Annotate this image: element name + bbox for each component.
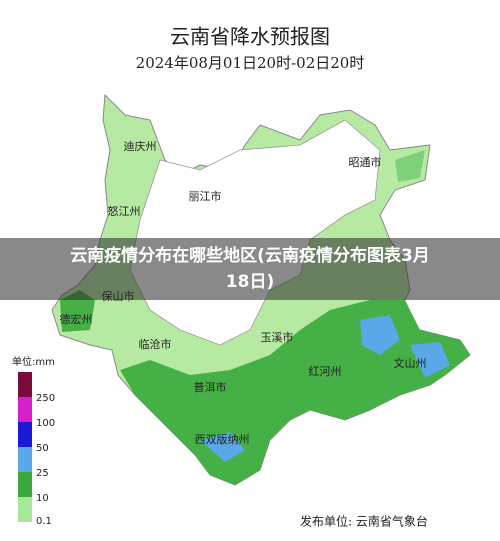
place-label: 丽江市 [189,189,222,203]
place-label: 文山州 [394,356,427,370]
legend-swatch [18,472,32,497]
place-label: 西双版纳州 [195,432,250,446]
legend-swatch [18,497,32,522]
rain-area [395,150,425,182]
overlay-caption: 云南疫情分布在哪些地区(云南疫情分布图表3月18日) [70,246,430,292]
place-label: 临沧市 [139,337,172,351]
legend-level: 10 [36,493,49,504]
place-label: 昭通市 [349,155,382,169]
rain-area [60,290,95,332]
legend-unit: 单位:mm [12,355,55,368]
heavy-rain [410,342,450,378]
legend-level: 100 [36,418,55,429]
place-label: 迪庆州 [124,139,157,153]
legend-level: 50 [36,443,49,454]
place-label: 红河州 [309,365,342,378]
place-label: 怒江州 [108,204,141,218]
legend-swatch [18,397,32,422]
place-label: 普洱市 [194,380,227,394]
subtitle: 2024年08月01日20时-02日20时 [136,54,365,72]
heavy-rain [200,432,245,462]
place-label: 玉溪市 [261,330,294,344]
legend-swatch [18,422,32,447]
heavy-rain [360,315,400,355]
legend-swatch [18,447,32,472]
legend-level: 0.1 [36,516,52,527]
footer: 发布单位: 云南省气象台 [300,514,428,529]
overlay-banner: 云南疫情分布在哪些地区(云南疫情分布图表3月18日) [0,238,500,300]
legend-swatch [18,372,32,397]
title: 云南省降水预报图 [170,25,330,49]
legend-level: 250 [36,393,55,404]
legend-level: 25 [36,468,49,479]
place-label: 德宏州 [60,312,93,326]
